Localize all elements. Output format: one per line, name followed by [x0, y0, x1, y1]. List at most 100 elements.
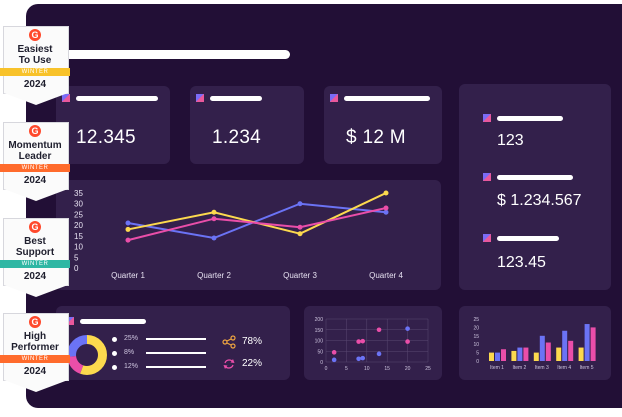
data-point-yellow — [383, 190, 389, 196]
bar-blue — [584, 324, 590, 361]
scatter-point — [405, 326, 410, 331]
bar-blue — [495, 352, 500, 361]
y-tick-label: 15 — [74, 232, 83, 241]
data-point-blue — [211, 235, 217, 241]
bar-chart: 25 20 15 10 5 0 Item 1 Item 2 Item 3 Item 4 Item 5 — [473, 317, 596, 371]
legend-dot — [112, 365, 117, 370]
refresh-value: 22% — [242, 358, 263, 369]
x-tick-label: 5 — [345, 366, 348, 372]
badge-year: 2024 — [23, 175, 47, 186]
data-point-yellow — [297, 231, 303, 237]
g2-logo-icon: G — [29, 125, 41, 137]
g2-logo-icon: G — [29, 29, 41, 41]
scatter-point — [331, 350, 337, 355]
y-tick-label: 150 — [315, 328, 324, 334]
data-point-pink — [297, 224, 303, 230]
badge-tip — [4, 380, 68, 392]
bar-pink — [590, 327, 596, 361]
y-tick-label: 0 — [74, 264, 79, 273]
bar-pink — [545, 342, 551, 361]
legend-bar — [146, 366, 206, 368]
kpi-label-placeholder — [210, 96, 262, 101]
bar-blue — [517, 347, 523, 361]
scatter-point — [331, 357, 337, 363]
legend-value: 25% — [124, 335, 139, 342]
badge-name-line2: Performer — [11, 342, 59, 353]
scatter-point — [360, 338, 366, 344]
g2-logo-icon: G — [29, 221, 41, 233]
bar-pink — [568, 340, 574, 361]
line-chart-card: 35 30 25 20 15 10 5 0 Quarter 1 Quarter 2 Quarter … — [56, 180, 441, 290]
legend-square-icon — [483, 234, 491, 242]
x-tick-label: 15 — [384, 366, 390, 372]
kpi-card-2: 1.234 — [190, 86, 304, 164]
y-tick-label: 25 — [473, 317, 479, 323]
stat-value: 123.45 — [497, 254, 546, 271]
y-tick-label: 200 — [315, 317, 324, 323]
badge-name-line1: Momentum — [8, 140, 62, 151]
scatter-chart: 200 150 100 50 00 5 10 15 20 25 — [315, 317, 431, 372]
bar-yellow — [489, 352, 494, 361]
x-tick-label: 20 — [405, 366, 411, 372]
y-tick-label: 0 — [320, 360, 323, 366]
data-point-pink — [211, 216, 217, 222]
kpi-label-placeholder — [344, 96, 430, 101]
badge-name-line2: Leader — [18, 151, 52, 162]
x-tick-label: Item 2 — [512, 365, 526, 371]
scatter-point — [376, 327, 382, 333]
y-tick-label: 10 — [473, 342, 479, 348]
y-tick-label: 5 — [476, 351, 479, 357]
data-point-blue — [297, 201, 303, 207]
legend-square-icon — [66, 317, 74, 325]
data-point-pink — [383, 205, 389, 211]
badge-ribbon: WINTER — [0, 355, 70, 363]
bar-yellow — [578, 347, 584, 361]
stat-value: 123 — [497, 132, 524, 149]
bar-pink — [523, 347, 529, 361]
kpi-value: 12.345 — [76, 127, 136, 148]
legend-bar — [146, 352, 206, 354]
bar-chart-card: 25 20 15 10 5 0 Item 1 Item 2 Item 3 Item 4 Item 5 — [459, 306, 611, 380]
y-tick-label: 25 — [74, 210, 83, 219]
scatter-point — [405, 339, 410, 344]
y-tick-label: 5 — [74, 253, 79, 262]
donut-title-placeholder — [80, 319, 146, 324]
legend-bar — [146, 338, 206, 340]
series-line-yellow — [127, 192, 387, 235]
bar-pink — [501, 349, 506, 361]
share-value: 78% — [242, 336, 263, 347]
scatter-point — [360, 355, 366, 361]
g2-logo-icon: G — [29, 316, 41, 328]
bar-yellow — [556, 347, 562, 361]
legend-square-icon — [483, 114, 491, 122]
donut-card: 25% 8% 12% 78% 22% — [56, 306, 290, 380]
legend-square-icon — [330, 94, 338, 102]
y-tick-label: 30 — [74, 200, 83, 209]
badge-name-line1: Easiest — [17, 44, 53, 55]
data-point-yellow — [211, 209, 217, 215]
y-tick-label: 15 — [473, 334, 479, 340]
y-tick-label: 10 — [74, 243, 83, 252]
legend-value: 8% — [124, 349, 135, 356]
badge-year: 2024 — [23, 79, 47, 90]
kpi-value: $ 12 M — [346, 127, 406, 148]
x-tick-label: Quarter 2 — [197, 271, 231, 280]
badge-ribbon: WINTER — [0, 164, 70, 172]
x-tick-label: Item 1 — [490, 365, 504, 371]
stat-label-placeholder — [497, 116, 563, 121]
series-line-pink — [127, 207, 387, 242]
kpi-label-placeholder — [76, 96, 158, 101]
legend-value: 12% — [124, 363, 139, 370]
y-tick-label: 20 — [74, 221, 83, 230]
series-line-blue — [127, 202, 387, 240]
legend-dot — [112, 337, 117, 342]
kpi-card-3: $ 12 M — [324, 86, 442, 164]
data-point-blue — [125, 220, 131, 226]
data-point-pink — [125, 237, 131, 243]
side-stats-card: 123 $ 1.234.567 123.45 — [459, 84, 611, 290]
badge-ribbon: WINTER — [0, 68, 70, 76]
x-tick-label: Item 4 — [557, 365, 571, 371]
badge-name-line1: High — [23, 331, 47, 342]
badge-tip — [4, 93, 68, 105]
